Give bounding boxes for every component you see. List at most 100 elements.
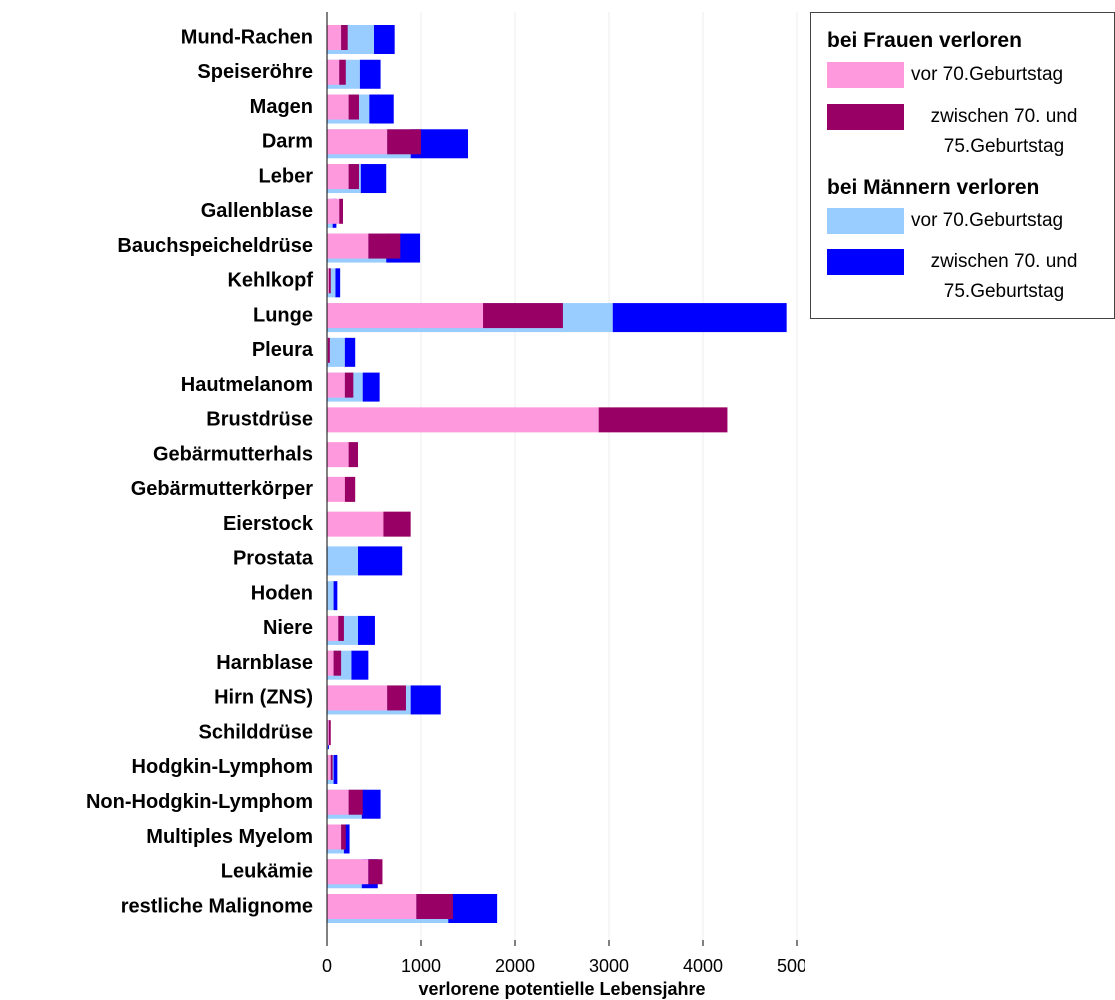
y-tick-label: Gebärmutterkörper [131, 478, 313, 500]
bar [383, 511, 411, 537]
y-tick-label: Darm [262, 131, 313, 153]
bar [327, 754, 331, 780]
y-tick-label: restliche Malignome [121, 895, 313, 917]
legend-heading: bei Männern verloren [827, 176, 1040, 199]
bar [362, 372, 380, 402]
y-tick-label: Hautmelanom [181, 374, 313, 396]
bar [369, 94, 394, 124]
y-tick-label: Kehlkopf [227, 270, 313, 292]
bar [358, 546, 403, 576]
bar [359, 59, 381, 89]
y-tick-label: Magen [250, 96, 313, 118]
bar [483, 303, 563, 329]
bar [327, 685, 388, 711]
bar [344, 476, 356, 502]
bar [327, 476, 345, 502]
bar [612, 303, 787, 333]
bar [333, 650, 342, 676]
bar [344, 337, 356, 367]
y-tick-label: Pleura [252, 339, 314, 361]
y-tick-label: Harnblase [216, 652, 313, 674]
bar [351, 650, 369, 680]
legend: bei Frauen verloren vor 70.Geburtstag zwis… [810, 12, 1115, 319]
bar [333, 754, 338, 784]
y-tick-label: Gallenblase [201, 200, 313, 222]
bar [328, 720, 331, 746]
bar [327, 25, 342, 50]
y-tick-label: Leukämie [221, 861, 313, 883]
bar [327, 650, 334, 676]
x-tick-label: 2000 [495, 956, 535, 976]
bar [368, 233, 401, 259]
bar [327, 615, 339, 641]
bar [327, 789, 349, 815]
bar [338, 615, 344, 641]
bar [327, 198, 340, 224]
y-tick-label: Eierstock [223, 513, 314, 535]
y-tick-label: Mund-Rachen [181, 26, 313, 48]
bar [339, 59, 346, 85]
y-tick-label: Multiples Myelom [146, 826, 313, 848]
bar [327, 824, 342, 850]
bar [361, 789, 381, 819]
bar [327, 581, 334, 611]
bar [327, 164, 349, 190]
legend-swatch [827, 249, 904, 275]
legend-swatch [827, 62, 904, 88]
bar [358, 615, 375, 645]
bar [327, 442, 349, 468]
y-tick-label: Brustdrüse [206, 409, 313, 431]
legend-label: vor 70.Geburtstag [911, 210, 1064, 231]
y-tick-label: Prostata [233, 548, 314, 570]
bar [368, 859, 383, 885]
bar [327, 372, 345, 398]
bar [327, 233, 369, 259]
bar [327, 407, 599, 433]
chart: verlorene potentielle Lebensjahre 0 1000 2… [86, 12, 805, 999]
bar [344, 372, 354, 398]
bar [416, 894, 453, 919]
x-axis-label: verlorene potentielle Lebensjahre [418, 979, 705, 999]
bar [327, 268, 329, 294]
y-tick-label: Hirn (ZNS) [214, 687, 313, 709]
x-tick-label: 3000 [589, 956, 629, 976]
x-tick-label: 5000 [777, 956, 805, 976]
bar [343, 824, 350, 854]
legend-swatch [827, 104, 904, 130]
bar [327, 337, 330, 363]
bar [328, 268, 331, 294]
y-tick-label: Speiseröhre [197, 61, 313, 83]
bar [387, 129, 421, 155]
x-tick-label: 1000 [401, 956, 441, 976]
bar [448, 894, 498, 923]
legend-label: zwischen 70. und 75.Geburtstag [930, 251, 1078, 302]
y-tick-label: Hoden [251, 582, 313, 604]
bar [330, 754, 333, 780]
y-tick-label: Bauchspeicheldrüse [117, 235, 313, 257]
bar [348, 164, 359, 190]
bar [327, 337, 345, 367]
bar [327, 894, 417, 919]
bar [327, 720, 329, 746]
x-tick-label: 4000 [683, 956, 723, 976]
y-tick-label: Lunge [253, 304, 313, 326]
bar [327, 859, 369, 885]
bar [327, 546, 359, 576]
bar [327, 129, 388, 155]
y-tick-label: Gebärmutterhals [153, 443, 313, 465]
bar [327, 59, 340, 85]
bar [339, 198, 343, 224]
bar [335, 268, 341, 298]
y-tick-label: Non-Hodgkin-Lymphom [86, 791, 313, 813]
bar [348, 94, 359, 120]
y-tick-label: Leber [259, 165, 314, 187]
bar [348, 789, 363, 815]
x-tick-label: 0 [322, 956, 332, 976]
bar [327, 511, 384, 537]
legend-label: vor 70.Geburtstag [911, 64, 1064, 85]
bar [341, 824, 346, 850]
bar [327, 303, 484, 329]
legend-heading: bei Frauen verloren [827, 29, 1022, 52]
bar [333, 581, 338, 611]
y-tick-label: Hodgkin-Lymphom [132, 756, 313, 778]
